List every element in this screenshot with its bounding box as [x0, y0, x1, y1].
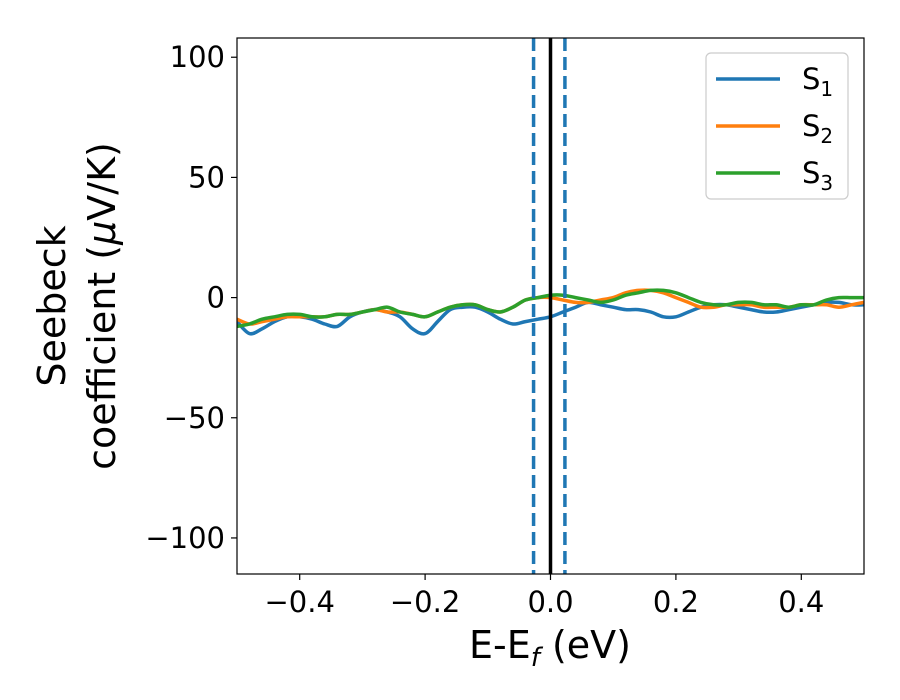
legend-label-s2: S2	[802, 109, 833, 148]
x-tick-label: 0.2	[653, 585, 699, 619]
y-axis: 100 50 0 −50 −100	[145, 40, 237, 555]
y-tick-label: 0	[207, 281, 225, 315]
x-tick-label: 0.4	[778, 585, 824, 619]
x-tick-label: −0.2	[390, 585, 460, 619]
y-axis-label-line1: Seebeck	[30, 225, 74, 386]
legend: S1 S2 S3	[705, 52, 849, 200]
x-tick-label: 0.0	[527, 585, 573, 619]
y-tick-label: 50	[188, 160, 225, 194]
x-tick-label: −0.4	[264, 585, 334, 619]
x-axis-label: E-Ef (eV)	[469, 623, 631, 673]
y-tick-label: −100	[145, 521, 225, 555]
y-tick-label: −50	[164, 401, 225, 435]
legend-label-s3: S3	[802, 156, 833, 195]
y-axis-label-line2: coefficient (μV/K)	[80, 142, 124, 470]
legend-label-s1: S1	[802, 62, 833, 101]
x-axis: −0.4 −0.2 0.0 0.2 0.4	[264, 574, 824, 619]
y-tick-label: 100	[170, 40, 225, 74]
plot-lines	[237, 38, 864, 574]
